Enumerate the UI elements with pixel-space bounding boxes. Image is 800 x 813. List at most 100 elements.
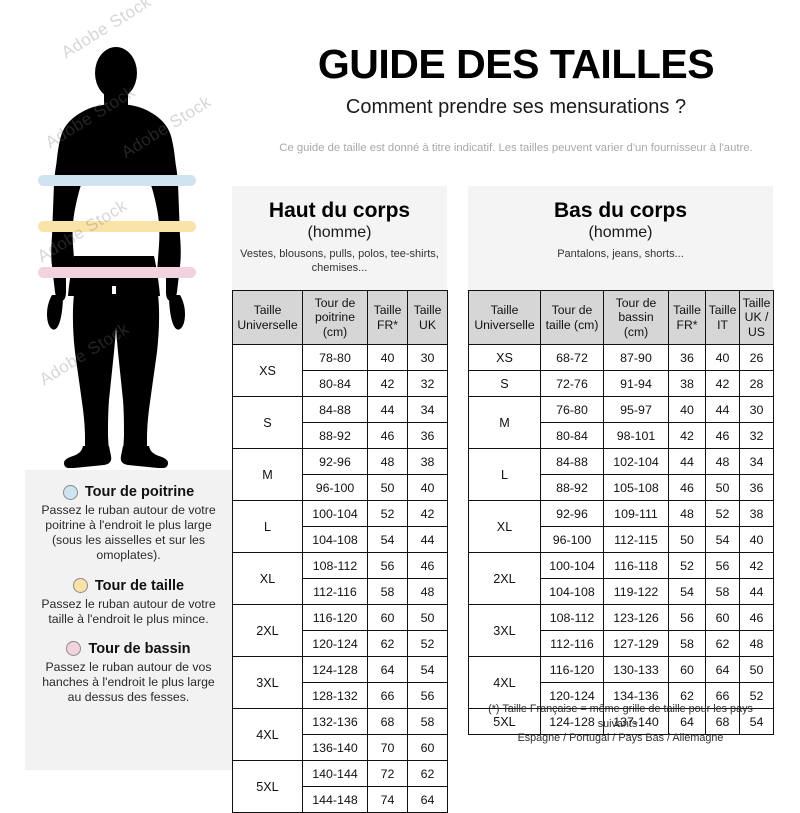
table-row: 112-116 58 48 — [233, 578, 448, 606]
table-cell: 78-80 — [302, 344, 368, 372]
table-row: 3XL 124-128 64 54 — [232, 656, 448, 710]
table-cell: 137-140 — [603, 708, 669, 736]
table-cell: 68 — [367, 708, 408, 736]
table-row: 104-108 54 44 — [233, 526, 448, 554]
table-row: S 72-76 91-94 38 42 28 — [468, 370, 774, 398]
table-cell: 34 — [407, 396, 448, 424]
table-cell: 120-124 — [302, 630, 368, 658]
column-header-5: Taille UK / US — [739, 289, 774, 346]
table-row: S 84-88 44 34 — [232, 396, 448, 450]
table-cell: 56 — [668, 604, 706, 632]
table-cell: 48 — [705, 448, 740, 476]
table-cell: 40 — [367, 344, 408, 372]
table-cell: 100-104 — [302, 500, 368, 528]
table-cell: 40 — [668, 396, 706, 424]
table-cell: 70 — [367, 734, 408, 762]
table-cell: 64 — [705, 656, 740, 684]
table-cell: 52 — [705, 500, 740, 528]
circle-icon — [66, 641, 82, 657]
table-cell: 52 — [367, 500, 408, 528]
table-cell: 54 — [407, 656, 448, 684]
table-cell: 44 — [367, 396, 408, 424]
hip-measure-band — [38, 267, 196, 278]
column-header-1: Tour de poitrine (cm) — [302, 289, 368, 346]
column-header-2: Taille FR* — [367, 289, 408, 346]
universal-size-cell: L — [468, 448, 541, 502]
table-cell: 68-72 — [540, 344, 604, 372]
table-cell: 42 — [739, 552, 774, 580]
table-cell: 38 — [739, 500, 774, 528]
table-cell: 66 — [705, 682, 740, 710]
table-row: 4XL 132-136 68 58 — [232, 708, 448, 762]
table-cell: 62 — [668, 682, 706, 710]
table-cell: 42 — [407, 500, 448, 528]
table-row: M 92-96 48 38 — [232, 448, 448, 502]
table-cell: 26 — [739, 344, 774, 372]
table-cell: 119-122 — [603, 578, 669, 606]
table-cell: 130-133 — [603, 656, 669, 684]
table-row: 120-124 134-136 62 66 52 — [469, 682, 774, 710]
table-row: 80-84 98-101 42 46 32 — [469, 422, 774, 450]
table-cell: 62 — [407, 760, 448, 788]
table-cell: 62 — [367, 630, 408, 658]
universal-size-cell: XS — [468, 344, 541, 372]
universal-size-cell: XL — [468, 500, 541, 554]
upper-body-size-table: Taille Universelle Tour de poitrine (cm) T… — [232, 289, 448, 813]
upper-body-table-header: Haut du corps (homme) Vestes, blousons, … — [232, 186, 447, 290]
table-row: L 84-88 102-104 44 48 34 — [468, 448, 774, 502]
table-cell: 52 — [668, 552, 706, 580]
table-cell: 44 — [668, 448, 706, 476]
table-cell: 92-96 — [540, 500, 604, 528]
table-cell: 54 — [668, 578, 706, 606]
table-cell: 56 — [705, 552, 740, 580]
table-cell: 42 — [367, 370, 408, 398]
column-header-4: Taille IT — [705, 289, 740, 346]
table-cell: 38 — [407, 448, 448, 476]
table-cell: 28 — [739, 370, 774, 398]
table-cell: 46 — [668, 474, 706, 502]
legend-item-chest: Tour de poitrine Passez le ruban autour … — [31, 484, 226, 564]
footnote: (*) Taille Française = même grille de ta… — [468, 702, 773, 746]
table-cell: 32 — [739, 422, 774, 450]
table-row: 2XL 100-104 116-118 52 56 42 — [468, 552, 774, 606]
upper-body-garment-list: Vestes, blousons, pulls, polos, tee-shir… — [240, 248, 439, 274]
left-column: Adobe Stock Adobe Stock Adobe Stock Adob… — [0, 0, 232, 800]
table-cell: 84-88 — [540, 448, 604, 476]
upper-body-table-panel: Haut du corps (homme) Vestes, blousons, … — [232, 186, 448, 813]
table-row: 88-92 46 36 — [233, 422, 448, 450]
table-cell: 64 — [668, 708, 706, 736]
table-cell: 48 — [407, 578, 448, 606]
table-cell: 102-104 — [603, 448, 669, 476]
table-cell: 36 — [739, 474, 774, 502]
disclaimer-text: Ce guide de taille est donné à titre ind… — [279, 142, 753, 154]
universal-size-cell: 4XL — [232, 708, 303, 762]
table-row: 136-140 70 60 — [233, 734, 448, 762]
table-cell: 136-140 — [302, 734, 368, 762]
page-title: GUIDE DES TAILLES — [317, 41, 715, 87]
column-header-3: Taille FR* — [668, 289, 706, 346]
table-cell: 128-132 — [302, 682, 368, 710]
table-cell: 40 — [407, 474, 448, 502]
universal-size-cell: XL — [232, 552, 303, 606]
table-row: 2XL 116-120 60 50 — [232, 604, 448, 658]
table-cell: 108-112 — [540, 604, 604, 632]
universal-size-cell: 2XL — [232, 604, 303, 658]
waist-measure-band — [38, 221, 196, 232]
table-cell: 96-100 — [540, 526, 604, 554]
table-cell: 56 — [407, 682, 448, 710]
table-cell: 72-76 — [540, 370, 604, 398]
table-cell: 68 — [705, 708, 740, 736]
table-row: 5XL 140-144 72 62 — [232, 760, 448, 813]
legend-item-waist-description: Passez le ruban autour de votre taille à… — [41, 596, 216, 626]
table-row: 128-132 66 56 — [233, 682, 448, 710]
table-cell: 44 — [739, 578, 774, 606]
table-row: 96-100 112-115 50 54 40 — [469, 526, 774, 554]
table-cell: 104-108 — [540, 578, 604, 606]
legend-item-waist-header: Tour de taille — [31, 578, 226, 594]
table-cell: 50 — [705, 474, 740, 502]
table-cell: 134-136 — [603, 682, 669, 710]
table-cell: 54 — [367, 526, 408, 554]
universal-size-cell: M — [468, 396, 541, 450]
table-cell: 109-111 — [603, 500, 669, 528]
